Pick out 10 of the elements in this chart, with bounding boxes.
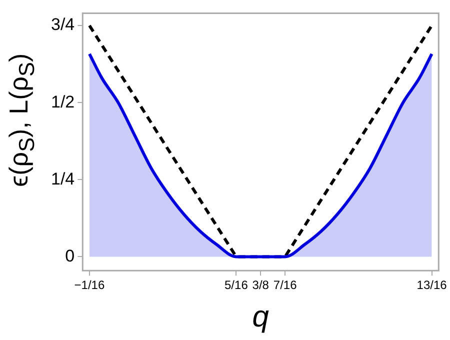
x-axis-title: q <box>252 300 270 334</box>
x-tick-label: 5/16 <box>224 278 248 292</box>
x-tick-label: −1/16 <box>74 278 105 292</box>
y-tick-label: 1/2 <box>50 92 75 112</box>
y-tick-label: 3/4 <box>50 15 75 34</box>
x-tick-label: 3/8 <box>252 278 270 292</box>
x-tick-label: 7/16 <box>273 278 298 292</box>
y-tick-label: 1/4 <box>50 169 75 188</box>
y-tick-label: 0 <box>65 246 75 266</box>
x-tick-label: 13/16 <box>416 278 448 292</box>
